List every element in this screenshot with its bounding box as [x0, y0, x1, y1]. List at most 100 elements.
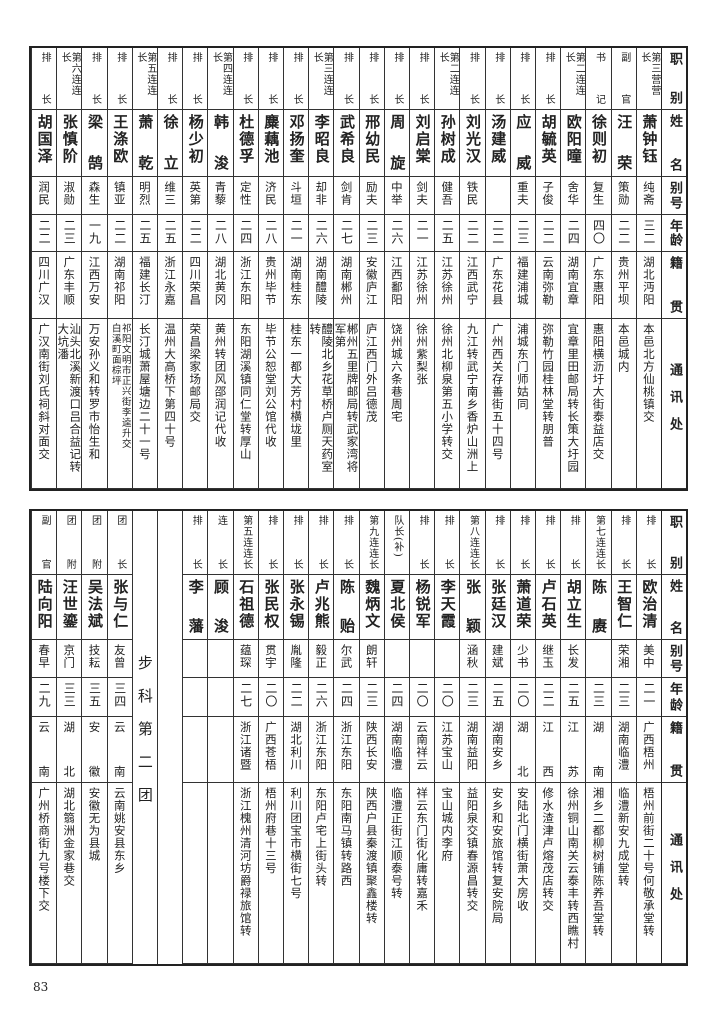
- name-cell: 张与仁: [106, 575, 132, 640]
- header-native: 籍贯: [661, 717, 686, 783]
- native-cell: 江西鄱阳: [383, 252, 409, 319]
- address-cell: 安徽无为县城: [81, 783, 107, 964]
- name-cell: 刘光汉: [459, 110, 485, 177]
- age-cell: 二五: [131, 215, 157, 252]
- native-cell: 云南弥勒: [535, 252, 561, 319]
- alias-cell-text: 重夫: [515, 181, 530, 206]
- age-cell-text: 二〇: [263, 682, 278, 708]
- title-cell: 第六连连长: [56, 48, 82, 110]
- name-cell: 张民权: [257, 575, 283, 640]
- address-cell: 祁阳文明市正兴街李逵升交 白溪町面棕坪: [106, 319, 132, 489]
- title-cell: 团附: [81, 511, 107, 575]
- header-address-text: 通讯处: [667, 832, 682, 914]
- address-cell: 广州西关存善街五十四号: [484, 319, 510, 489]
- age-cell: 二五: [434, 215, 460, 252]
- address-cell-text: 九江转武宁南乡香炉山洲上: [465, 323, 480, 473]
- name-cell: 顾浚: [207, 575, 233, 640]
- native-cell-text: 湖南桂东: [289, 256, 304, 306]
- alias-cell: 剑肯: [333, 177, 359, 215]
- name-cell-text: 张永锡: [287, 579, 306, 630]
- title-cell-text: 排长: [417, 515, 429, 570]
- title-cell-text: 排长: [291, 515, 303, 570]
- address-cell: 修水渣津卢熔茂店转交: [535, 783, 561, 964]
- age-cell: 二一: [283, 215, 309, 252]
- name-cell: 卢石英: [535, 575, 561, 640]
- title-cell: 排长: [484, 511, 510, 575]
- title-cell-text: 队长(补): [391, 515, 403, 558]
- native-cell: 广西梧州: [635, 717, 661, 783]
- name-cell-text: 欧治清: [640, 579, 659, 630]
- alias-cell-text: 涵秋: [465, 644, 480, 669]
- alias-cell: [383, 640, 409, 678]
- address-cell: 桂东一都大芳村横垅里: [283, 319, 309, 489]
- address-cell: 本邑城内: [610, 319, 636, 489]
- native-cell: 湖北: [56, 717, 82, 783]
- age-cell: 二二: [535, 215, 561, 252]
- alias-cell: 青藜: [207, 177, 233, 215]
- title-cell-text: 排长: [291, 52, 303, 105]
- native-cell-text: 江苏: [566, 721, 581, 778]
- native-cell: 广西苍梧: [257, 717, 283, 783]
- title-cell-text: 副官: [618, 52, 630, 105]
- name-cell: 张廷汉: [484, 575, 510, 640]
- native-cell-text: 贵州平坝: [616, 256, 631, 306]
- age-cell: 二六: [308, 678, 334, 717]
- address-cell: 安乡和安旅馆转复安院局: [484, 783, 510, 964]
- native-cell-text: 湖南益阳: [465, 721, 480, 771]
- section-heading-text: 步科第二团: [135, 655, 154, 820]
- name-cell-text: 魏炳文: [363, 579, 382, 630]
- native-cell-text: 湖北利川: [289, 721, 304, 771]
- native-cell: 云南: [31, 717, 57, 783]
- age-cell-text: 二五: [137, 219, 152, 245]
- address-cell-text: 万安孙义和转罗市怡生和: [87, 323, 102, 461]
- name-cell: 胡毓英: [535, 110, 561, 177]
- name-cell: 吴法斌: [81, 575, 107, 640]
- native-cell: 浙江东阳: [333, 717, 359, 783]
- name-cell: 王涤欧: [106, 110, 132, 177]
- header-native: 籍贯: [661, 252, 686, 319]
- address-cell: 临澧正街江顺泰号转: [383, 783, 409, 964]
- title-cell-text: 排长: [517, 515, 529, 570]
- native-cell-text: 浙江诸暨: [238, 721, 253, 771]
- alias-cell-text: 中举: [389, 181, 404, 206]
- alias-cell-text: 定性: [238, 181, 253, 206]
- title-cell: 排长: [610, 511, 636, 575]
- name-cell: 张颖: [459, 575, 485, 640]
- alias-cell-text: 蕴琛: [238, 644, 253, 669]
- address-cell-text: 饶州城六条巷周宅: [389, 323, 404, 423]
- native-cell-text: 湖南醴陵: [314, 256, 329, 306]
- address-cell: 汕头北溪新渡口吕合益记转大坑潘: [56, 319, 83, 489]
- name-cell: 周旋: [383, 110, 409, 177]
- name-cell-text: 胡立生: [564, 579, 583, 630]
- name-cell-text: 汪世鎏: [60, 579, 79, 630]
- name-cell: 杨少初: [182, 110, 208, 177]
- header-address: 通讯处: [661, 783, 686, 964]
- name-cell-text: 陈赓: [589, 579, 608, 635]
- age-cell-text: 三二: [641, 219, 656, 245]
- title-cell: 第八连连长: [459, 511, 485, 575]
- name-cell: 梁鹄: [81, 110, 107, 177]
- age-cell: 二八: [257, 215, 283, 252]
- age-cell-text: 二五: [440, 219, 455, 245]
- name-cell: 汪世鎏: [56, 575, 82, 640]
- address-cell-text: 汕头北溪新渡口吕合益记转大坑潘: [56, 323, 83, 473]
- alias-cell: 子俊: [535, 177, 561, 215]
- alias-cell: [409, 640, 435, 678]
- age-cell: 二六: [308, 215, 334, 252]
- age-cell-text: 二二: [37, 219, 52, 245]
- address-cell: 荣昌梁家场邮局交: [182, 319, 208, 489]
- address-cell-text: 本邑北方仙桃镇交: [641, 323, 656, 423]
- age-cell: 二三: [56, 215, 82, 252]
- alias-cell: 润民: [31, 177, 57, 215]
- address-cell: 醴陵北乡花草桥卢厕天药室转: [308, 319, 334, 489]
- native-cell: 湖北沔阳: [635, 252, 661, 319]
- alias-cell: 复生: [585, 177, 611, 215]
- title-cell: 第五连连长: [131, 48, 157, 110]
- title-cell: 排长: [409, 511, 435, 575]
- alias-cell-text: 剑夫: [415, 181, 430, 206]
- title-cell: 第五连连长: [232, 511, 258, 575]
- age-cell: 二五: [484, 678, 510, 717]
- native-cell-text: 江苏徐州: [415, 256, 430, 306]
- name-cell-text: 刘启棠: [413, 114, 432, 165]
- section-heading: 步科第二团: [131, 511, 157, 964]
